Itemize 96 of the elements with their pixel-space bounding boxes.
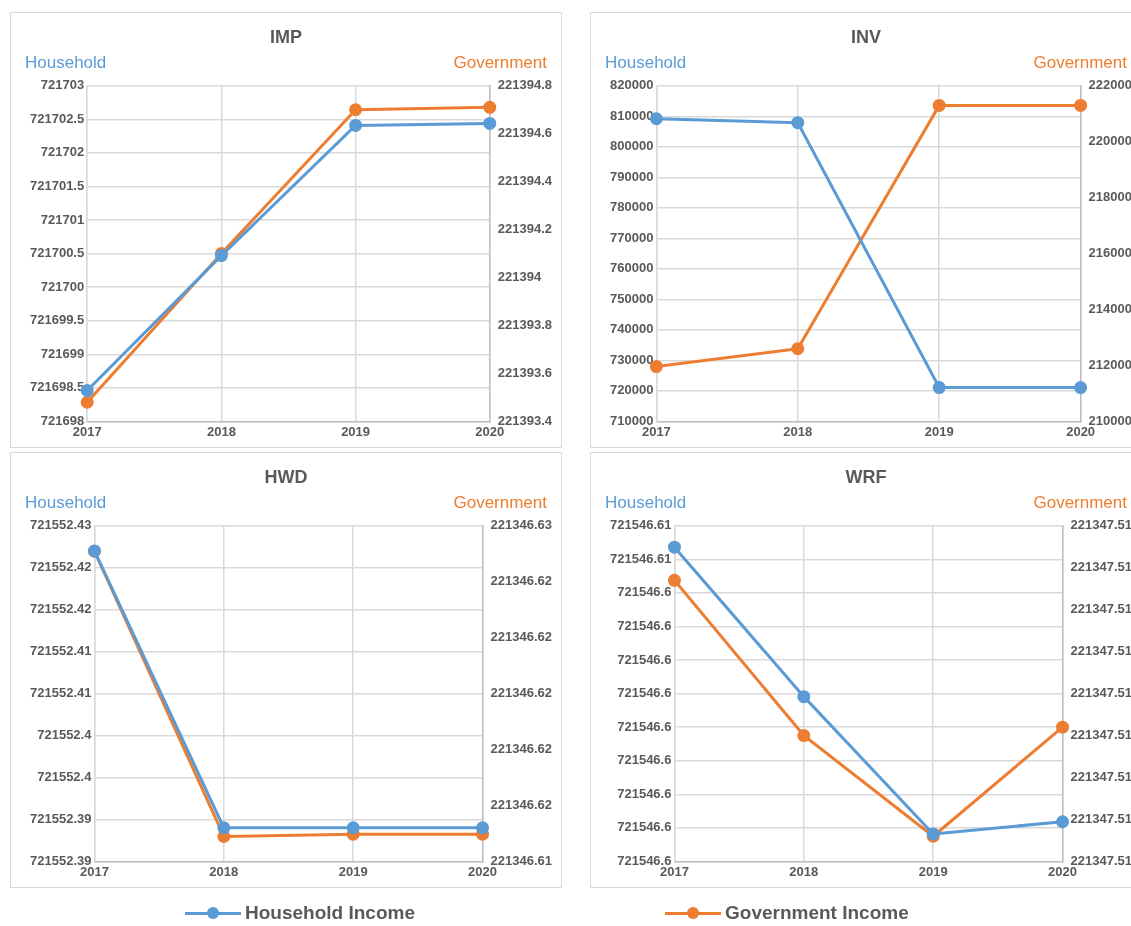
- y-axis-title: Household: [605, 53, 687, 73]
- y2-tick-label: 221393.6: [497, 365, 553, 381]
- y-tick-label: 780000: [609, 199, 654, 215]
- y-tick-label: 730000: [609, 351, 654, 367]
- chart-title: IMP: [269, 27, 303, 48]
- y-tick-label: 721552.4: [37, 769, 93, 785]
- y2-tick-label: 221347.51: [1070, 517, 1131, 533]
- y2-tick-label: 221346.62: [490, 685, 552, 701]
- y-tick-label: 721546.6: [617, 752, 672, 768]
- y2-tick-label: 221347.51: [1070, 769, 1131, 785]
- chart-title: HWD: [263, 467, 309, 488]
- y-tick-label: 721546.6: [617, 685, 672, 701]
- y2-tick-label: 221346.62: [490, 629, 552, 645]
- chart-title: WRF: [844, 467, 888, 488]
- y-axis-title: Household: [25, 53, 107, 73]
- x-tick-label: 2018: [209, 863, 239, 879]
- y2-tick-label: 221347.51: [1070, 727, 1131, 743]
- y2-tick-label: 221346.62: [490, 797, 552, 813]
- y-tick-label: 721546.6: [617, 819, 672, 835]
- y-tick-label: 721546.6: [617, 785, 672, 801]
- y2-tick-label: 221347.51: [1070, 811, 1131, 827]
- y-tick-label: 721702.5: [29, 110, 85, 126]
- y-tick-label: 721552.39: [30, 811, 92, 827]
- y-tick-label: 721701: [40, 211, 85, 227]
- y-tick-label: 721546.61: [610, 517, 672, 533]
- y2-tick-label: 221394.6: [497, 125, 553, 141]
- y-tick-label: 721703: [40, 77, 85, 93]
- y-tick-label: 721700: [40, 278, 85, 294]
- y2-axis-title: Government: [1033, 493, 1127, 513]
- y-tick-label: 710000: [609, 412, 654, 428]
- y2-tick-label: 221393.8: [497, 317, 553, 333]
- y-tick-label: 800000: [609, 138, 654, 154]
- y2-tick-label: 221347.51: [1070, 601, 1131, 617]
- y-tick-label: 721702: [40, 144, 85, 160]
- y2-tick-label: 218000: [1088, 189, 1131, 205]
- y-tick-label: 810000: [609, 107, 654, 123]
- y2-axis-title: Government: [453, 53, 547, 73]
- legend-label: Government Income: [725, 902, 909, 924]
- x-tick-label: 2018: [789, 863, 819, 879]
- y-tick-label: 721701.5: [29, 178, 85, 194]
- x-tick-label: 2019: [341, 423, 371, 439]
- y2-tick-label: 222000: [1088, 77, 1131, 93]
- x-tick-label: 2019: [918, 863, 948, 879]
- y2-axis-title: Government: [453, 493, 547, 513]
- y-axis-title: Household: [25, 493, 107, 513]
- y-tick-label: 721698.5: [29, 379, 85, 395]
- y-axis-title: Household: [605, 493, 687, 513]
- y2-tick-label: 221394.8: [497, 77, 553, 93]
- y2-tick-label: 221394: [497, 269, 542, 285]
- y-tick-label: 721552.42: [30, 559, 92, 575]
- y2-tick-label: 221347.51: [1070, 685, 1131, 701]
- y-tick-label: 721546.6: [617, 651, 672, 667]
- y2-tick-label: 221347.51: [1070, 559, 1131, 575]
- y2-tick-label: 210000: [1088, 412, 1131, 428]
- y-tick-label: 790000: [609, 168, 654, 184]
- y-tick-label: 760000: [609, 260, 654, 276]
- y2-tick-label: 221394.2: [497, 221, 553, 237]
- y2-tick-label: 221393.4: [497, 412, 553, 428]
- y2-tick-label: 221347.51: [1070, 643, 1131, 659]
- y-tick-label: 750000: [609, 290, 654, 306]
- x-tick-label: 2019: [924, 423, 954, 439]
- y-tick-label: 721699.5: [29, 312, 85, 328]
- y-tick-label: 721552.41: [30, 643, 92, 659]
- y2-tick-label: 221346.61: [490, 852, 552, 868]
- chart-title: INV: [850, 27, 882, 48]
- y-tick-label: 721546.6: [617, 852, 672, 868]
- y-tick-label: 721698: [40, 412, 85, 428]
- y-tick-label: 740000: [609, 321, 654, 337]
- y2-tick-label: 221346.62: [490, 573, 552, 589]
- x-tick-label: 2018: [206, 423, 236, 439]
- y-tick-label: 721552.39: [30, 852, 92, 868]
- y2-tick-label: 221394.4: [497, 173, 553, 189]
- y2-tick-label: 221347.51: [1070, 852, 1131, 868]
- y-tick-label: 770000: [609, 229, 654, 245]
- y2-tick-label: 220000: [1088, 133, 1131, 149]
- y-tick-label: 721546.6: [617, 718, 672, 734]
- y-tick-label: 721552.41: [30, 685, 92, 701]
- y-tick-label: 720000: [609, 382, 654, 398]
- y-tick-label: 721546.6: [617, 618, 672, 634]
- y-tick-label: 721699: [40, 345, 85, 361]
- y2-tick-label: 221346.62: [490, 741, 552, 757]
- x-tick-label: 2018: [783, 423, 813, 439]
- y2-tick-label: 221346.63: [490, 517, 552, 533]
- y-tick-label: 721552.4: [37, 727, 93, 743]
- y2-tick-label: 212000: [1088, 357, 1131, 373]
- y-tick-label: 820000: [609, 77, 654, 93]
- x-tick-label: 2019: [338, 863, 368, 879]
- y2-tick-label: 214000: [1088, 301, 1131, 317]
- y2-tick-label: 216000: [1088, 245, 1131, 261]
- y-tick-label: 721552.42: [30, 601, 92, 617]
- y-tick-label: 721546.61: [610, 550, 672, 566]
- y2-axis-title: Government: [1033, 53, 1127, 73]
- legend-label: Household Income: [245, 902, 415, 924]
- y-tick-label: 721552.43: [30, 517, 92, 533]
- y-tick-label: 721546.6: [617, 584, 672, 600]
- y-tick-label: 721700.5: [29, 245, 85, 261]
